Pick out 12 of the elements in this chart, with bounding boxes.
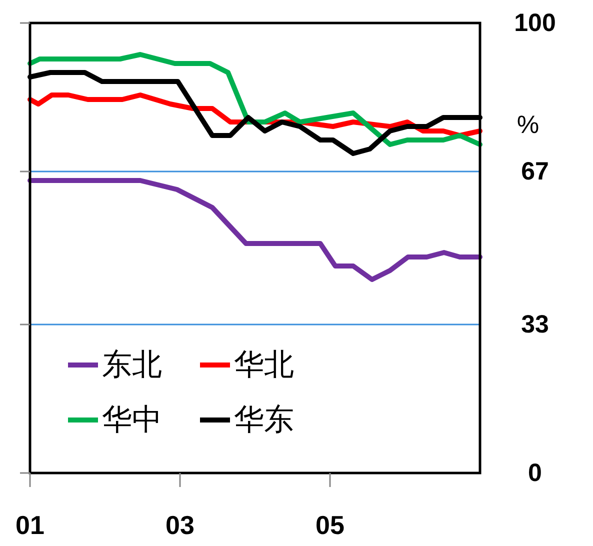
y-tick-label: 0 bbox=[528, 459, 542, 487]
legend-label: 华北 bbox=[234, 348, 294, 382]
y-axis-title: % bbox=[516, 111, 540, 139]
legend-label: 东北 bbox=[102, 348, 162, 382]
legend-label: 华东 bbox=[234, 404, 294, 436]
x-tick-label: 01 bbox=[16, 510, 44, 540]
legend-label: 华中 bbox=[102, 404, 162, 436]
y-tick-label: 100 bbox=[514, 9, 556, 37]
x-tick-label: 05 bbox=[316, 510, 344, 540]
y-tick-label: 33 bbox=[521, 310, 549, 338]
x-tick-label: 03 bbox=[166, 510, 194, 540]
y-tick-label: 67 bbox=[521, 158, 549, 186]
